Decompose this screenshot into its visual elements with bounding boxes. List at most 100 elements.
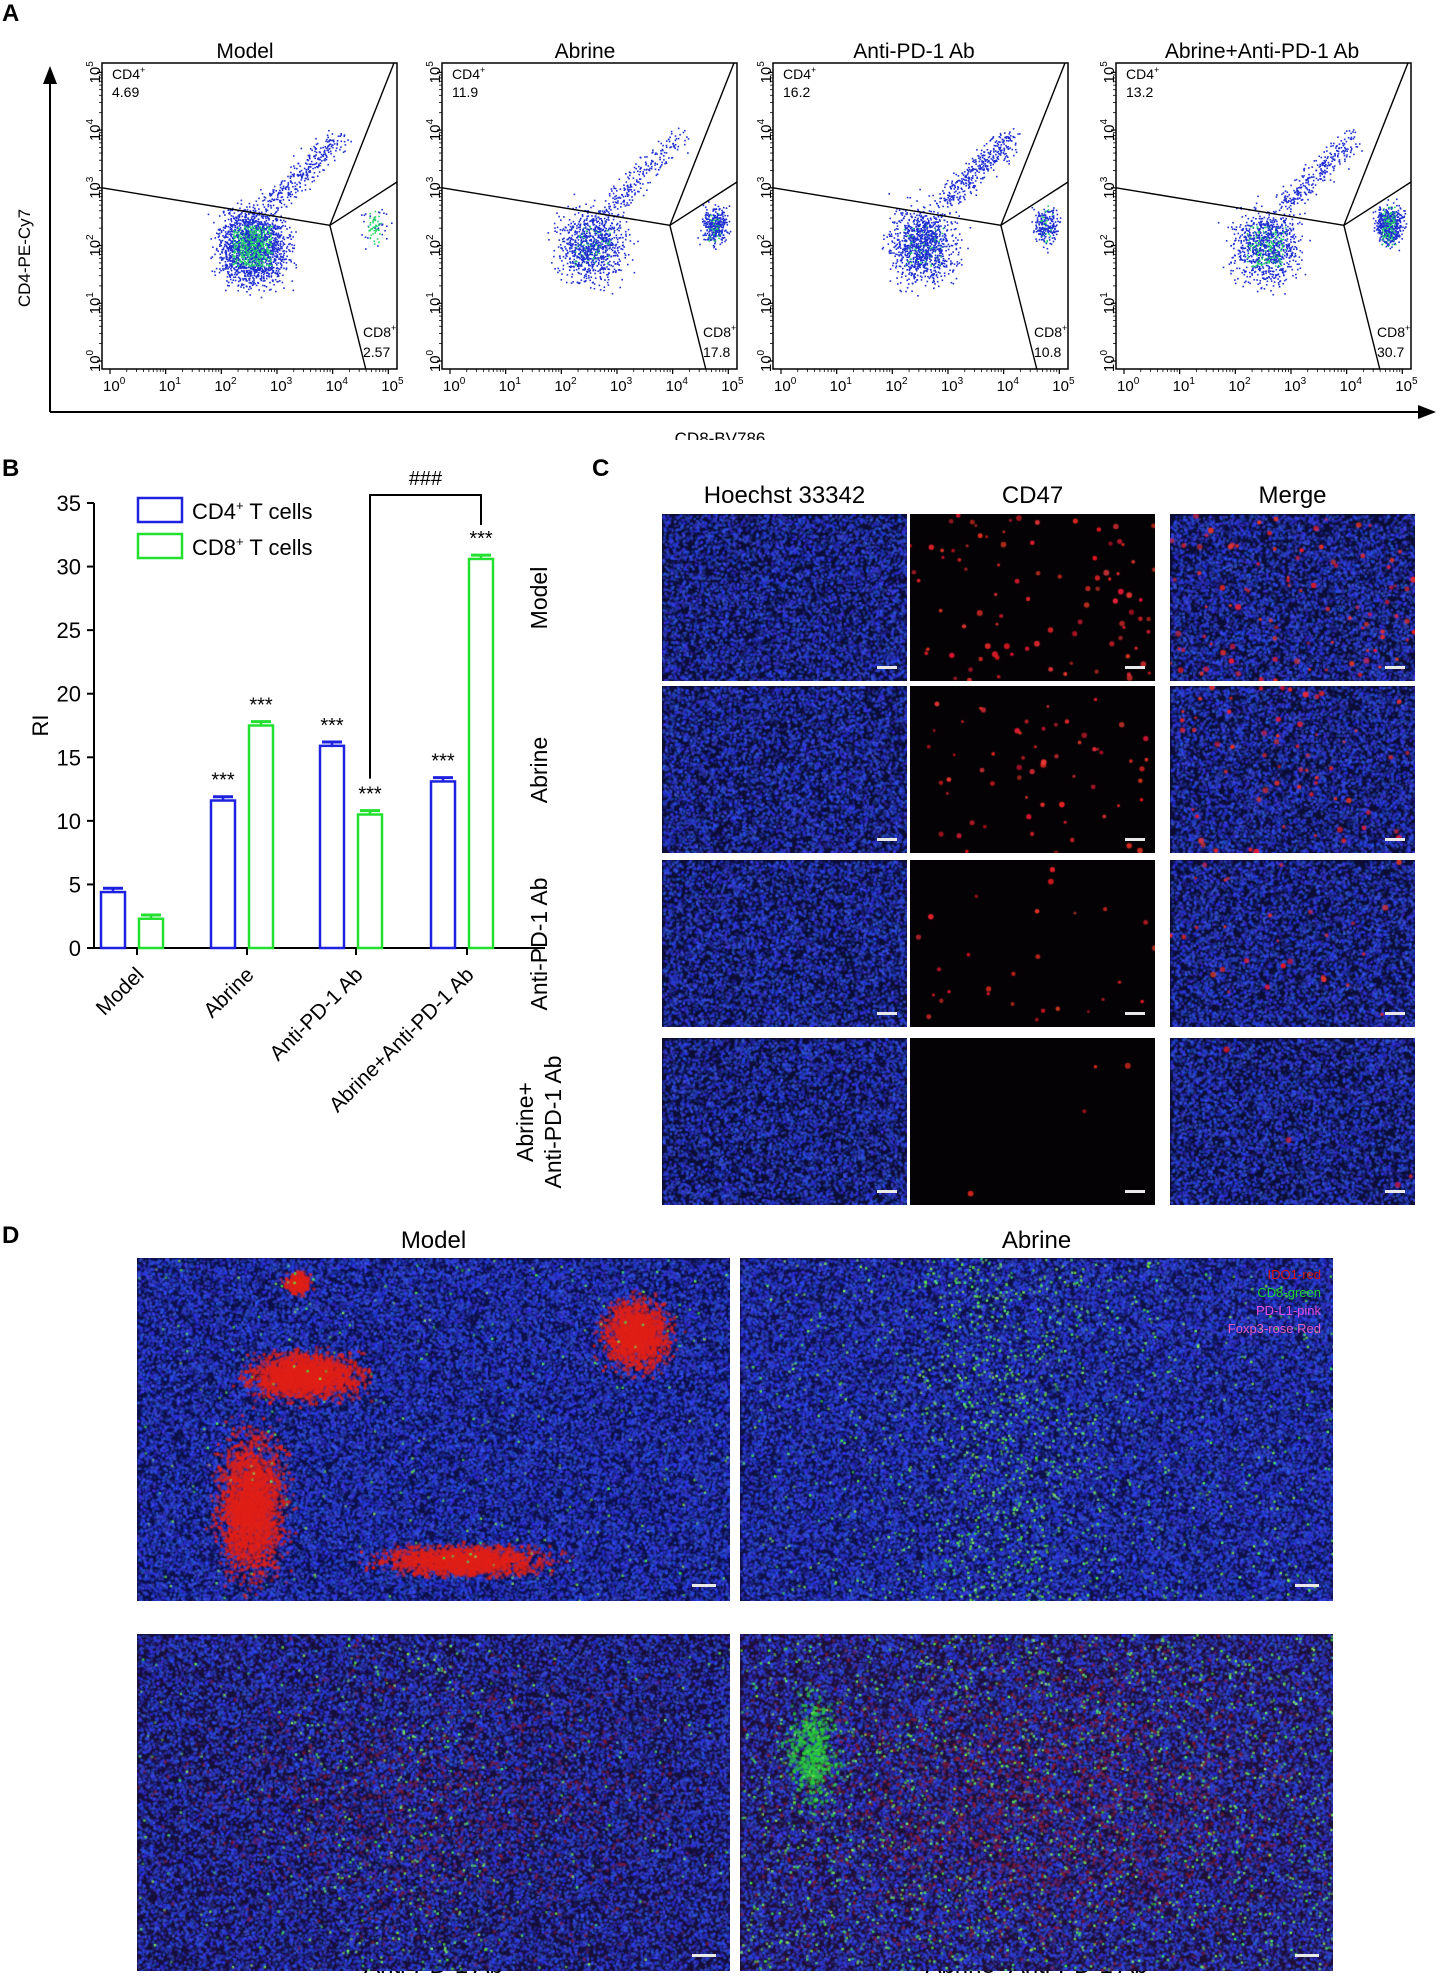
panel-a-flow-cytometry: CD4-PE-Cy7 CD8-BV786 Model CD4+ 4.69 CD8+ 2.… <box>15 40 1436 440</box>
y-tick-label: 25 <box>57 618 81 643</box>
panel-c-row-label: Abrine+ Anti-PD-1 Ab <box>511 1022 567 1222</box>
flow-plot-1: Model CD4+ 4.69 CD8+ 2.57 100 100 101 101 102 102 1… <box>85 40 404 395</box>
x-tick-label: 103 <box>1284 376 1307 395</box>
y-tick-label: 104 <box>1099 118 1118 141</box>
cd4-gate-label: CD4+ <box>452 65 485 82</box>
y-tick-label: 105 <box>1099 61 1118 84</box>
legend-label: CD8+ T cells <box>192 534 313 560</box>
y-tick-label: 101 <box>85 292 104 315</box>
bar <box>209 799 237 950</box>
x-tick-label: 100 <box>1117 376 1140 395</box>
x-tick-label: 105 <box>721 376 744 395</box>
y-tick-label: 15 <box>57 745 81 770</box>
x-tick-label: 104 <box>997 376 1020 395</box>
micrograph-image <box>740 1634 1333 1971</box>
scale-bar <box>1125 1012 1145 1015</box>
gate-line <box>772 187 1001 227</box>
y-tick-label: 101 <box>756 292 775 315</box>
micrograph-image <box>740 1258 1333 1601</box>
bar <box>99 890 127 950</box>
micrograph-image <box>662 686 907 853</box>
scale-bar <box>1125 666 1145 669</box>
y-axis-label: CD4-PE-Cy7 <box>15 209 34 307</box>
flow-events <box>547 127 732 295</box>
panel-c-row-label: Model <box>525 566 552 629</box>
x-tick-label: Anti-PD-1 Ab <box>265 963 367 1065</box>
flow-plot-frame <box>101 62 398 370</box>
x-tick-label: 105 <box>381 376 404 395</box>
micrograph-image <box>1170 686 1415 853</box>
flow-events <box>1217 129 1408 296</box>
x-tick-label: 102 <box>554 376 577 395</box>
cd8-gate-label: CD8+ <box>703 323 736 340</box>
y-tick-label: 102 <box>756 234 775 257</box>
cd4-gate-label: CD4+ <box>1126 65 1159 82</box>
gate-line <box>669 225 707 370</box>
cd8-gate-label: CD8+ <box>363 323 396 340</box>
panel-label-c: C <box>592 455 610 482</box>
flow-plot-title: Model <box>216 40 273 63</box>
x-tick-label: 101 <box>830 376 853 395</box>
cd4-gate-value: 13.2 <box>1126 84 1153 100</box>
panel-c-row-label: Anti-PD-1 Ab <box>525 877 552 1010</box>
stain-legend-item: PD-L1-pink <box>1255 1303 1321 1318</box>
x-tick-label: 101 <box>1173 376 1196 395</box>
y-tick-label: 35 <box>57 491 81 516</box>
cd8-gate-value: 2.57 <box>363 344 390 360</box>
panel-c-column-header: Merge <box>1258 482 1327 509</box>
scale-bar <box>877 1012 897 1015</box>
micrograph-image <box>662 1038 907 1205</box>
flow-events <box>207 129 393 299</box>
significance-label: *** <box>469 528 493 550</box>
legend-swatch <box>136 532 184 560</box>
multiplex-micrograph <box>137 1258 730 1601</box>
y-tick-label: 103 <box>425 176 444 199</box>
cd8-gate-value: 30.7 <box>1377 344 1404 360</box>
stain-legend: IDO1-red CD8-green PD-L1-pink Foxp3-rose Re… <box>1228 1266 1321 1338</box>
cd47-micrograph <box>1170 686 1415 853</box>
gate-line <box>329 62 395 226</box>
gate-line <box>669 181 738 226</box>
gate-line <box>1343 62 1409 226</box>
scale-bar <box>1385 1012 1405 1015</box>
legend-label: CD4+ T cells <box>192 498 313 524</box>
panel-label-a: A <box>2 0 20 27</box>
cd8-gate-label: CD8+ <box>1377 323 1410 340</box>
flow-plot-title: Abrine <box>555 40 616 63</box>
multiplex-micrograph <box>137 1634 730 1971</box>
x-tick-label: 104 <box>666 376 689 395</box>
micrograph-image <box>1170 1038 1415 1205</box>
multiplex-micrograph: IDO1-red CD8-green PD-L1-pink Foxp3-rose Re… <box>740 1258 1333 1601</box>
x-tick-label: 101 <box>159 376 182 395</box>
scale-bar <box>877 666 897 669</box>
y-tick-label: 103 <box>756 176 775 199</box>
y-tick-label: 104 <box>425 118 444 141</box>
gate-line <box>1000 181 1069 226</box>
gate-line <box>441 187 670 227</box>
bar <box>137 917 165 950</box>
bar <box>247 724 275 950</box>
scale-bar <box>1385 838 1405 841</box>
cd47-micrograph <box>662 514 907 681</box>
gate-line <box>329 181 398 226</box>
micrograph-image <box>910 514 1155 681</box>
scale-bar <box>877 838 897 841</box>
y-tick-label: 10 <box>57 809 81 834</box>
significance-bracket <box>369 494 482 779</box>
cd4-gate-label: CD4+ <box>783 65 816 82</box>
flow-plot-3: Anti-PD-1 Ab CD4+ 16.2 CD8+ 10.8 100 100 101 101… <box>756 40 1075 395</box>
bracket-label: ### <box>409 468 443 490</box>
panel-c-row-label: Abrine <box>525 736 552 803</box>
cd47-micrograph <box>662 686 907 853</box>
y-tick-label: 100 <box>85 349 104 372</box>
y-tick-label: 102 <box>1099 234 1118 257</box>
x-axis-arrowhead <box>1418 405 1436 419</box>
panel-d-title: Model <box>400 1227 467 1254</box>
scale-bar <box>1295 1584 1319 1587</box>
x-tick-label: 102 <box>214 376 237 395</box>
scale-bar <box>1295 1954 1319 1957</box>
panel-label-d: D <box>2 1222 20 1249</box>
x-tick-label: 100 <box>103 376 126 395</box>
cd47-micrograph <box>910 686 1155 853</box>
y-tick-label: 102 <box>85 234 104 257</box>
